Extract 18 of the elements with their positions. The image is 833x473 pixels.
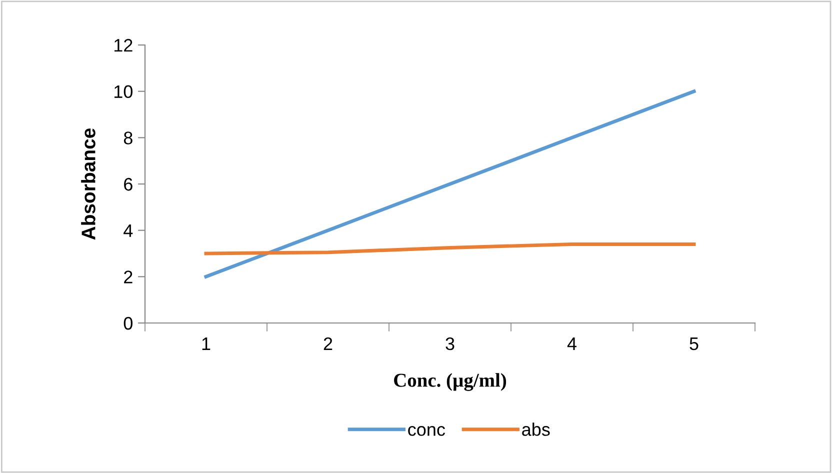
line-series — [204, 242, 696, 256]
x-axis-title: Conc. (µg/ml) — [394, 373, 506, 391]
x-tick-label: 3 — [446, 337, 454, 350]
y-tick-label: 2 — [124, 270, 132, 284]
y-axis-title: Absorbance — [81, 128, 96, 240]
x-tick-label: 2 — [324, 337, 332, 350]
y-tick-label: 6 — [124, 178, 132, 191]
x-tick-label: 5 — [690, 338, 698, 350]
y-tick-label: 4 — [124, 224, 133, 237]
x-tick-label: 4 — [567, 338, 576, 350]
y-tick-label: 12 — [114, 38, 132, 52]
y-tick-label: 0 — [124, 316, 132, 330]
x-tick-label: 1 — [202, 338, 210, 350]
line-series — [204, 90, 696, 278]
y-tick-label: 10 — [114, 85, 132, 98]
legend-label: abs — [522, 422, 550, 436]
legend-label: conc — [408, 426, 446, 436]
y-tick-label: 8 — [124, 132, 132, 144]
